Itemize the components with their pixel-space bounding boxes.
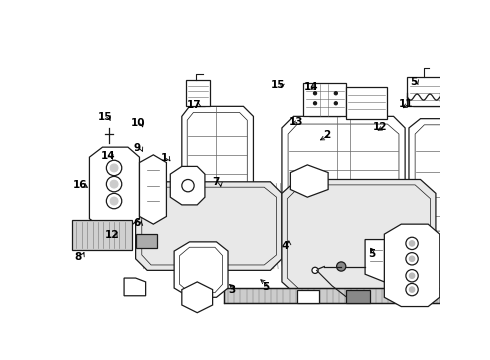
Circle shape bbox=[110, 164, 118, 172]
Text: 14: 14 bbox=[100, 151, 115, 161]
Text: 15: 15 bbox=[271, 80, 286, 90]
Text: 5: 5 bbox=[368, 249, 375, 259]
Circle shape bbox=[106, 160, 122, 176]
Polygon shape bbox=[408, 77, 445, 106]
Text: 6: 6 bbox=[134, 219, 141, 228]
Polygon shape bbox=[192, 86, 205, 106]
Text: 5: 5 bbox=[263, 282, 270, 292]
Bar bbox=[297, 289, 319, 303]
Circle shape bbox=[409, 256, 415, 261]
Polygon shape bbox=[309, 89, 340, 116]
Circle shape bbox=[406, 270, 418, 282]
Polygon shape bbox=[89, 147, 140, 228]
Circle shape bbox=[334, 102, 337, 105]
Circle shape bbox=[406, 283, 418, 296]
Circle shape bbox=[314, 92, 317, 95]
Circle shape bbox=[409, 287, 415, 292]
Circle shape bbox=[106, 176, 122, 192]
Polygon shape bbox=[282, 116, 405, 239]
Polygon shape bbox=[174, 242, 228, 297]
Polygon shape bbox=[346, 87, 388, 119]
Polygon shape bbox=[351, 93, 382, 114]
Circle shape bbox=[314, 102, 317, 105]
Text: 13: 13 bbox=[289, 117, 303, 127]
Polygon shape bbox=[409, 119, 474, 237]
Text: 15: 15 bbox=[98, 112, 112, 122]
Polygon shape bbox=[186, 80, 210, 106]
Circle shape bbox=[110, 197, 118, 205]
Text: 10: 10 bbox=[131, 118, 145, 128]
Polygon shape bbox=[171, 166, 205, 205]
Text: 17: 17 bbox=[187, 100, 201, 110]
Text: 2: 2 bbox=[323, 130, 330, 140]
Text: 12: 12 bbox=[373, 122, 388, 132]
Text: 3: 3 bbox=[229, 285, 236, 295]
Bar bbox=[136, 234, 157, 248]
Circle shape bbox=[106, 193, 122, 209]
Bar bbox=[346, 289, 370, 303]
Text: 12: 12 bbox=[105, 230, 120, 240]
Polygon shape bbox=[182, 282, 213, 313]
Polygon shape bbox=[384, 224, 440, 306]
Polygon shape bbox=[291, 165, 328, 197]
Polygon shape bbox=[365, 239, 384, 282]
Text: 8: 8 bbox=[74, 252, 82, 262]
Polygon shape bbox=[413, 83, 440, 106]
Text: 9: 9 bbox=[134, 143, 141, 153]
Circle shape bbox=[337, 262, 346, 271]
Polygon shape bbox=[124, 278, 146, 296]
Polygon shape bbox=[224, 288, 440, 303]
Text: 11: 11 bbox=[398, 99, 413, 109]
Polygon shape bbox=[303, 83, 346, 116]
Polygon shape bbox=[136, 182, 282, 270]
Text: 16: 16 bbox=[73, 180, 87, 190]
Circle shape bbox=[406, 253, 418, 265]
Circle shape bbox=[409, 241, 415, 246]
Polygon shape bbox=[282, 180, 436, 296]
Circle shape bbox=[182, 180, 194, 192]
Text: 14: 14 bbox=[304, 82, 319, 92]
Text: 1: 1 bbox=[161, 153, 168, 163]
Polygon shape bbox=[72, 220, 132, 249]
Circle shape bbox=[110, 180, 118, 188]
Circle shape bbox=[406, 237, 418, 249]
Polygon shape bbox=[182, 106, 253, 203]
Circle shape bbox=[409, 273, 415, 278]
Circle shape bbox=[334, 92, 337, 95]
Text: 4: 4 bbox=[281, 240, 289, 251]
Polygon shape bbox=[140, 155, 167, 224]
Text: 5: 5 bbox=[410, 77, 417, 87]
Circle shape bbox=[312, 267, 318, 274]
Text: 7: 7 bbox=[213, 177, 220, 187]
